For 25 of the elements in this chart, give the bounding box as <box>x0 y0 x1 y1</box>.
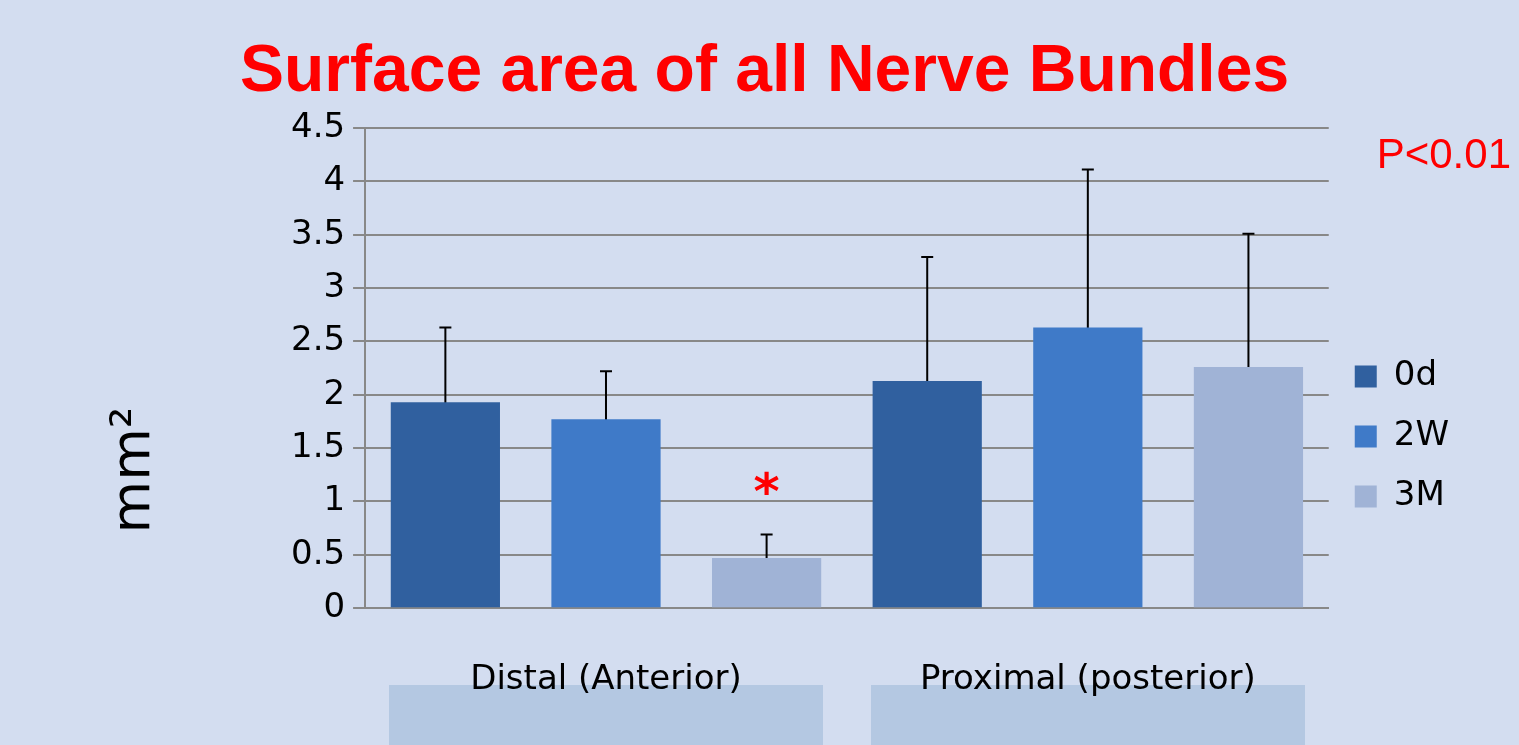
x-tick-label: Proximal (posterior) <box>919 657 1256 698</box>
y-tick-label: 1 <box>323 478 346 519</box>
chart-title: Surface area of all Nerve Bundles <box>240 30 1291 106</box>
y-tick-label: 3.5 <box>290 211 346 252</box>
y-tick-label: 2.5 <box>290 318 346 359</box>
bar <box>1193 367 1304 608</box>
bar <box>551 419 661 608</box>
y-tick-label: 2 <box>323 371 346 412</box>
y-axis-title: mm² <box>98 406 162 534</box>
annotation: * <box>753 462 780 521</box>
y-tick-label: 4.5 <box>290 104 346 145</box>
x-tick-label: Distal (Anterior) <box>470 657 742 698</box>
bar <box>872 380 982 608</box>
y-tick-label: 4 <box>323 158 346 199</box>
legend-label: 0d <box>1393 353 1437 394</box>
y-tick-label: 3 <box>323 264 346 305</box>
bar <box>712 558 822 608</box>
bar <box>390 402 500 608</box>
legend-label: 2W <box>1393 413 1449 454</box>
y-tick-label: 0.5 <box>290 531 346 572</box>
y-tick-label: 0 <box>323 585 346 626</box>
bar <box>1033 327 1143 608</box>
y-tick-label: 1.5 <box>290 424 346 465</box>
legend-label: 3M <box>1393 473 1445 514</box>
text: P<0.01 <box>1376 130 1511 178</box>
